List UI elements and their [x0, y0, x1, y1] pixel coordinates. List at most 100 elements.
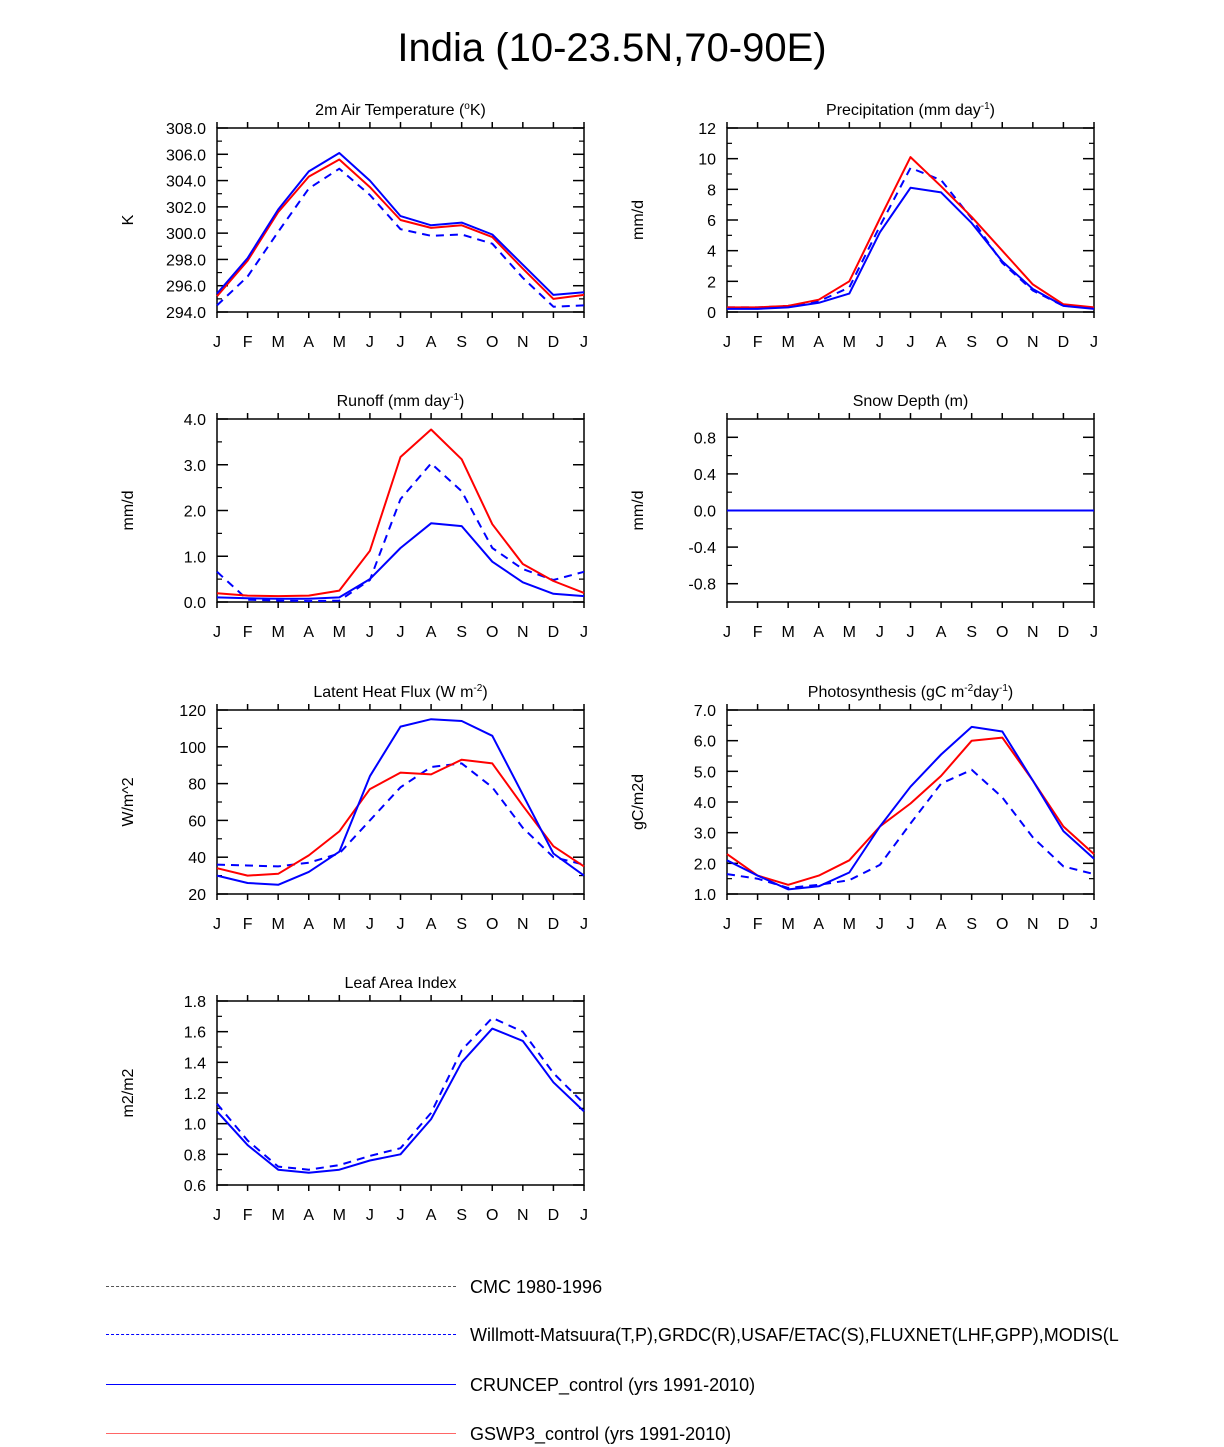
- chart-panel-snow-depth: Snow Depth (m) mm/d -0.8 -0.4 0.0 0.4 0.8 J F M A M…: [630, 393, 1098, 641]
- y-tick-label: 1.4: [184, 1055, 206, 1072]
- x-tick-label: A: [303, 1207, 314, 1224]
- legend-label: CMC 1980-1996: [470, 1277, 603, 1297]
- x-tick-label: D: [1058, 916, 1070, 933]
- x-tick-label: M: [333, 916, 346, 933]
- y-tick-label: 7.0: [694, 703, 716, 720]
- x-tick-label: J: [907, 916, 915, 933]
- x-tick-label: O: [996, 916, 1008, 933]
- y-tick-label: 2.0: [694, 856, 716, 873]
- x-tick-label: A: [813, 334, 824, 351]
- series-line-gswp3-control: [216, 758, 585, 877]
- y-tick-label: 0.4: [694, 467, 716, 484]
- panel-title: Precipitation (mm day-1): [826, 101, 995, 119]
- y-tick-label: 10: [698, 152, 716, 169]
- y-tick-label: 20: [188, 887, 206, 904]
- x-tick-label: J: [580, 1207, 588, 1224]
- y-tick-label: 2.0: [184, 504, 206, 521]
- x-tick-label: A: [426, 624, 437, 641]
- y-tick-label: 1.8: [184, 994, 206, 1011]
- x-tick-label: F: [753, 916, 763, 933]
- y-tick-label: 0.8: [184, 1147, 206, 1164]
- series-line-observations: [726, 768, 1095, 889]
- legend-label: GSWP3_control (yrs 1991-2010): [470, 1424, 732, 1444]
- x-tick-label: J: [366, 1207, 374, 1224]
- y-tick-label: 120: [179, 703, 206, 720]
- plot-frame: [216, 418, 585, 603]
- y-axis-label: gC/m2d: [630, 774, 647, 830]
- y-tick-label: 304.0: [166, 174, 206, 191]
- x-tick-label: J: [1090, 624, 1098, 641]
- x-tick-label: D: [548, 916, 560, 933]
- legend-item-gswp3: GSWP3_control (yrs 1991-2010): [106, 1422, 1224, 1446]
- chart-panel-leaf-area-index: Leaf Area Index m2/m2 0.6 0.8 1.0 1.2 1.4 1.6 1.…: [120, 975, 588, 1224]
- x-tick-label: O: [486, 624, 498, 641]
- x-tick-label: J: [213, 916, 221, 933]
- chart-panel-runoff: Runoff (mm day-1) mm/d 0.0 1.0 2.0 3.0 4.0 J F M A…: [120, 392, 588, 641]
- y-tick-label: 2: [707, 274, 716, 291]
- y-axis-label: mm/d: [630, 491, 647, 531]
- series-line-cruncep-control: [727, 186, 1095, 310]
- x-tick-label: J: [213, 624, 221, 641]
- legend-item-cmc: CMC 1980-1996: [106, 1275, 1224, 1299]
- x-tick-label: F: [753, 624, 763, 641]
- series-line-cruncep-control: [216, 152, 585, 296]
- y-axis-label: W/m^2: [120, 777, 137, 826]
- x-tick-label: J: [397, 624, 405, 641]
- y-tick-label: 1.2: [184, 1086, 206, 1103]
- y-tick-label: 3.0: [184, 458, 206, 475]
- x-tick-label: J: [213, 334, 221, 351]
- y-tick-label: -0.4: [688, 540, 716, 557]
- x-tick-label: J: [876, 916, 884, 933]
- y-tick-label: 3.0: [694, 826, 716, 843]
- y-tick-label: 8: [707, 182, 716, 199]
- x-tick-label: A: [813, 916, 824, 933]
- chart-panel-photosynthesis: Photosynthesis (gC m-2day-1) gC/m2d 1.0 2.0…: [630, 683, 1098, 933]
- plot-frame: [216, 1000, 585, 1186]
- y-tick-label: 12: [698, 121, 716, 138]
- x-tick-label: M: [782, 916, 795, 933]
- x-tick-label: A: [303, 916, 314, 933]
- legend-label: Willmott-Matsuura(T,P),GRDC(R),USAF/ETAC…: [470, 1325, 1119, 1345]
- legend-swatch: [106, 1433, 456, 1434]
- y-tick-label: 4.0: [694, 795, 716, 812]
- y-tick-label: 5.0: [694, 764, 716, 781]
- x-tick-label: D: [548, 1207, 560, 1224]
- x-tick-label: O: [486, 1207, 498, 1224]
- x-tick-label: M: [272, 334, 285, 351]
- x-tick-label: J: [723, 624, 731, 641]
- legend-swatch: [106, 1286, 456, 1287]
- x-tick-label: J: [366, 334, 374, 351]
- x-tick-label: A: [303, 624, 314, 641]
- panel-title: Leaf Area Index: [344, 975, 456, 992]
- x-tick-label: D: [1058, 624, 1070, 641]
- x-tick-label: J: [397, 1207, 405, 1224]
- x-tick-label: J: [1090, 916, 1098, 933]
- y-tick-label: 80: [188, 777, 206, 794]
- plot-frame: [726, 709, 1095, 895]
- panel-title: 2m Air Temperature (oK): [315, 101, 486, 119]
- x-tick-label: F: [243, 916, 253, 933]
- x-tick-label: J: [580, 624, 588, 641]
- x-tick-label: J: [876, 624, 884, 641]
- series-line-observations: [216, 462, 585, 603]
- figure-title: India (10-23.5N,70-90E): [397, 26, 827, 70]
- y-axis-label: mm/d: [120, 491, 137, 531]
- x-tick-label: O: [486, 334, 498, 351]
- x-tick-label: N: [1027, 334, 1039, 351]
- panel-title: Runoff (mm day-1): [337, 392, 465, 410]
- x-tick-label: M: [843, 916, 856, 933]
- y-tick-label: 60: [188, 813, 206, 830]
- legend-label: CRUNCEP_control (yrs 1991-2010): [470, 1375, 756, 1395]
- x-tick-label: M: [333, 1207, 346, 1224]
- x-tick-label: N: [517, 916, 529, 933]
- x-tick-label: J: [580, 916, 588, 933]
- x-tick-label: O: [996, 624, 1008, 641]
- panel-title: Latent Heat Flux (W m-2): [313, 683, 487, 701]
- x-tick-label: M: [272, 1207, 285, 1224]
- y-tick-label: 0.0: [694, 504, 716, 521]
- y-axis-label: K: [120, 214, 137, 225]
- x-tick-label: M: [333, 334, 346, 351]
- x-tick-label: M: [782, 334, 795, 351]
- x-tick-label: S: [966, 916, 977, 933]
- x-tick-label: A: [936, 624, 947, 641]
